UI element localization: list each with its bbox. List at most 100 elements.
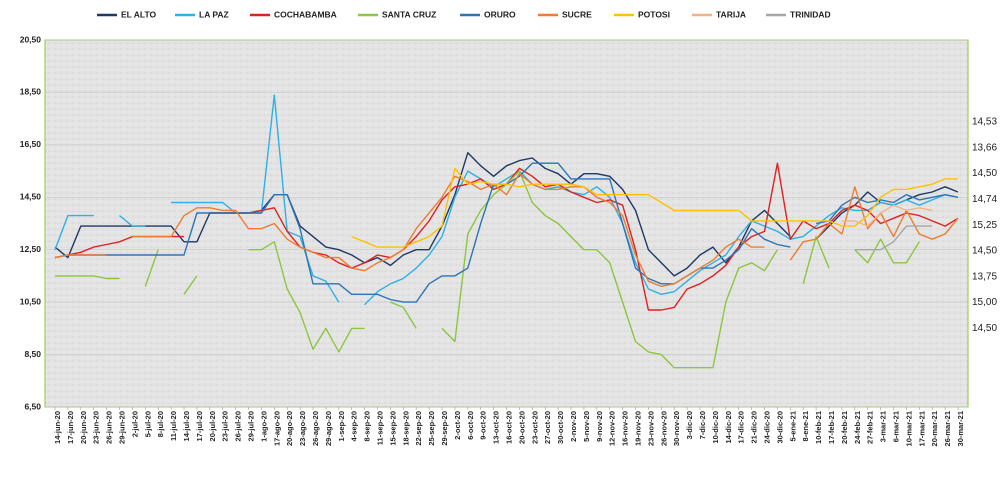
series-line	[854, 225, 933, 251]
legend-label: ORURO	[484, 9, 516, 19]
x-tick-label: 24-dic-20	[762, 411, 771, 444]
x-tick-label: 7-dic-20	[698, 411, 707, 439]
x-tick-label: 26-jul-20	[234, 411, 243, 441]
x-tick-label: 9-oct-20	[479, 411, 488, 440]
x-tick-label: 22-sep-20	[414, 411, 423, 446]
y-tick-label: 8,50	[24, 349, 41, 359]
x-tick-label: 20-ago-20	[285, 411, 294, 446]
x-tick-label: 11-sep-20	[375, 411, 384, 445]
x-tick-label: 21-dic-20	[750, 411, 759, 444]
x-tick-label: 17-mar-21	[917, 411, 926, 446]
summary-label: 13,75	[972, 271, 997, 282]
series-line	[54, 94, 959, 306]
summary-label: 14,53	[972, 117, 997, 128]
x-tick-label: 19-nov-20	[633, 411, 642, 446]
series-line	[54, 162, 959, 303]
x-tick-label: 2-nov-20	[569, 411, 578, 442]
x-tick-label: 5-nov-20	[582, 411, 591, 442]
x-tick-label: 18-sep-20	[401, 411, 410, 446]
x-tick-label: 23-nov-20	[646, 411, 655, 446]
x-tick-label: 26-nov-20	[659, 411, 668, 446]
x-tick-label: 27-feb-21	[866, 411, 875, 444]
x-tick-label: 29-jul-20	[246, 411, 255, 441]
x-tick-label: 30-mar-21	[956, 411, 965, 446]
x-tick-label: 30-dic-20	[775, 411, 784, 444]
x-tick-label: 20-jun-20	[79, 411, 88, 444]
x-tick-label: 13-oct-20	[492, 411, 501, 444]
legend-label: TARIJA	[716, 9, 746, 19]
plot-area	[44, 39, 969, 408]
y-tick-label: 16,50	[20, 139, 42, 149]
x-tick-label: 23-jul-20	[221, 411, 230, 441]
x-tick-label: 16-nov-20	[621, 411, 630, 446]
y-tick-label: 10,50	[20, 296, 42, 306]
summary-label: 15,25	[972, 220, 997, 231]
x-tick-label: 10-dic-20	[711, 411, 720, 444]
series-line	[841, 204, 933, 227]
x-tick-label: 23-jun-20	[92, 411, 101, 444]
x-tick-label: 30-oct-20	[556, 411, 565, 444]
x-tick-label: 17-jun-20	[66, 411, 75, 444]
summary-label: 14,50	[972, 323, 997, 334]
x-tick-label: 17-ago-20	[272, 411, 281, 446]
series-line	[54, 173, 959, 288]
x-tick-label: 29-jun-20	[117, 411, 126, 444]
x-tick-label: 4-sep-20	[350, 411, 359, 441]
x-tick-label: 15-sep-20	[388, 411, 397, 446]
x-tick-label: 26-jun-20	[105, 411, 114, 444]
x-tick-label: 25-sep-20	[427, 411, 436, 446]
x-tick-label: 14-jun-20	[53, 411, 62, 444]
x-tick-label: 20-mar-21	[930, 411, 939, 446]
x-tick-label: 14-jul-20	[182, 411, 191, 441]
y-tick-label: 14,50	[20, 192, 42, 202]
x-tick-label: 30-nov-20	[672, 411, 681, 446]
x-tick-label: 17-dic-20	[737, 411, 746, 444]
x-tick-label: 17-feb-21	[827, 411, 836, 444]
x-tick-label: 29-sep-20	[440, 411, 449, 446]
x-tick-label: 17-jul-20	[195, 411, 204, 441]
x-tick-label: 9-nov-20	[595, 411, 604, 442]
x-tick-label: 1-sep-20	[337, 411, 346, 441]
x-tick-label: 6-oct-20	[466, 411, 475, 440]
x-tick-label: 23-oct-20	[530, 411, 539, 444]
summary-label: 14,50	[972, 246, 997, 257]
y-tick-label: 12,50	[20, 244, 42, 254]
x-tick-label: 1-ago-20	[259, 411, 268, 442]
x-tick-label: 8-ene-21	[801, 411, 810, 441]
legend-label: TRINIDAD	[790, 9, 831, 19]
x-tick-label: 10-mar-21	[904, 411, 913, 446]
summary-label: 14,74	[972, 194, 997, 205]
x-tick-label: 16-oct-20	[504, 411, 513, 444]
x-tick-label: 23-ago-20	[298, 411, 307, 446]
legend-label: EL ALTO	[121, 9, 156, 19]
x-tick-label: 29-ago-20	[324, 411, 333, 446]
legend-label: LA PAZ	[199, 9, 229, 19]
y-tick-label: 6,50	[24, 401, 41, 411]
legend-label: SANTA CRUZ	[382, 9, 436, 19]
summary-label: 15,00	[972, 297, 997, 308]
x-tick-label: 5-jul-20	[143, 411, 152, 437]
x-tick-label: 3-mar-21	[879, 411, 888, 442]
x-tick-label: 2-oct-20	[453, 411, 462, 440]
legend-label: SUCRE	[562, 9, 592, 19]
x-tick-label: 11-jul-20	[169, 411, 178, 441]
x-tick-label: 26-ago-20	[311, 411, 320, 446]
x-tick-label: 12-nov-20	[608, 411, 617, 446]
summary-label: 13,66	[972, 142, 997, 153]
x-tick-label: 10-feb-21	[814, 411, 823, 444]
y-tick-label: 18,50	[20, 87, 42, 97]
x-tick-label: 3-dic-20	[685, 411, 694, 439]
legend-label: POTOSI	[638, 9, 670, 19]
x-tick-label: 6-mar-21	[891, 411, 900, 442]
x-tick-label: 20-feb-21	[840, 411, 849, 444]
x-tick-label: 5-ene-21	[788, 411, 797, 441]
x-tick-label: 20-oct-20	[517, 411, 526, 444]
x-tick-label: 26-mar-21	[943, 411, 952, 446]
x-tick-label: 20-jul-20	[208, 411, 217, 441]
legend-label: COCHABAMBA	[274, 9, 337, 19]
x-tick-label: 8-sep-20	[363, 411, 372, 441]
x-tick-label: 14-dic-20	[724, 411, 733, 444]
x-tick-label: 27-oct-20	[543, 411, 552, 444]
x-tick-label: 2-jul-20	[130, 411, 139, 437]
